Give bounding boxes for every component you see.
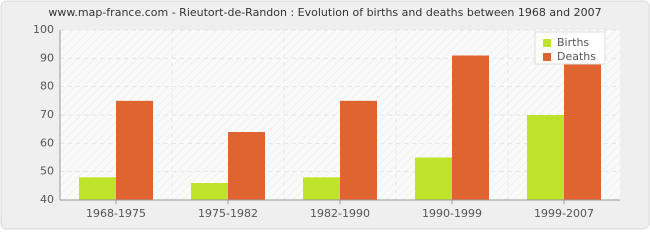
x-tick-label: 1982-1990 [310,207,370,220]
bar [452,55,489,200]
bar [228,132,265,200]
bar [564,61,601,200]
legend-label: Births [557,36,589,49]
x-tick-label: 1968-1975 [86,207,146,220]
y-tick-label: 70 [40,108,54,121]
chart: www.map-france.com - Rieutort-de-Randon … [0,0,650,230]
legend-label: Deaths [557,50,596,63]
bar [191,183,228,200]
legend-swatch [543,53,551,61]
bar [303,177,340,200]
legend-box [534,31,606,65]
bar [415,157,452,200]
y-tick-label: 50 [40,165,54,178]
y-tick-label: 90 [40,51,54,64]
x-tick-label: 1990-1999 [422,207,482,220]
x-tick-label: 1975-1982 [198,207,258,220]
y-tick-label: 40 [40,193,54,206]
bar [116,100,153,200]
x-tick-label: 1999-2007 [534,207,594,220]
y-tick-label: 100 [33,23,54,36]
y-tick-label: 60 [40,136,54,149]
bar [340,100,377,200]
chart-title: www.map-france.com - Rieutort-de-Randon … [48,6,601,19]
bar [527,115,564,200]
bar [79,177,116,200]
y-tick-label: 80 [40,80,54,93]
legend-swatch [543,39,551,47]
